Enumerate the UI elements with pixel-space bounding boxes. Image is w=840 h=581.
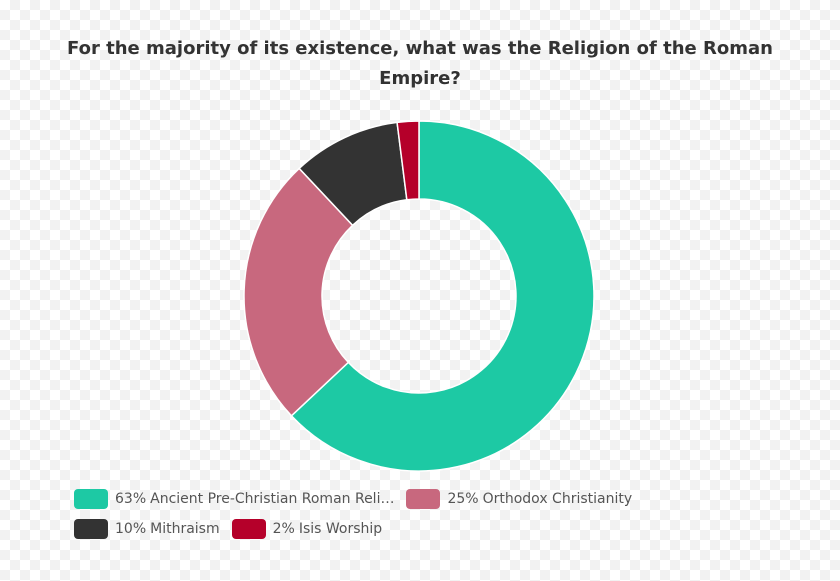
legend-swatch — [74, 489, 108, 509]
legend-item: 2% Isis Worship — [231, 519, 383, 539]
legend-item: 25% Orthodox Christianity — [406, 489, 632, 509]
legend-item: 63% Ancient Pre-Christian Roman Reli… — [74, 489, 394, 509]
chart-title: For the majority of its existence, what … — [67, 38, 773, 89]
legend-name: Ancient Pre-Christian Roman Reli… — [150, 491, 395, 507]
legend-value: 2% — [272, 521, 295, 537]
legend-label: 63% Ancient Pre-Christian Roman Reli… — [115, 491, 394, 507]
legend-label: 25% Orthodox Christianity — [447, 491, 632, 507]
legend-swatch — [74, 519, 108, 539]
legend: 63% Ancient Pre-Christian Roman Reli… 25% O… — [74, 489, 794, 539]
legend-value: 10% — [115, 521, 147, 537]
donut-slice — [243, 167, 354, 417]
legend-name: Mithraism — [150, 521, 220, 537]
legend-swatch — [231, 519, 266, 539]
legend-swatch — [406, 489, 441, 509]
legend-value: 25% — [447, 491, 479, 507]
legend-name: Isis Worship — [298, 521, 383, 537]
donut-slice — [396, 120, 420, 201]
legend-label: 2% Isis Worship — [273, 521, 383, 537]
legend-item: 10% Mithraism — [74, 519, 220, 539]
legend-name: Orthodox Christianity — [482, 491, 633, 507]
donut-slice — [290, 120, 595, 472]
legend-value: 63% — [115, 491, 147, 507]
legend-label: 10% Mithraism — [115, 521, 220, 537]
